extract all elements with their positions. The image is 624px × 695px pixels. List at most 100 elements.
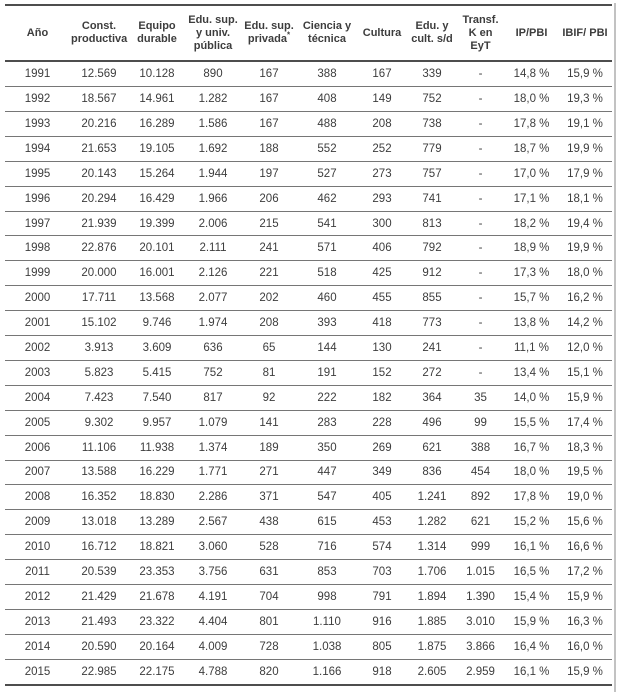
table-cell: 10.128 bbox=[128, 61, 186, 88]
table-cell: 2.006 bbox=[186, 211, 240, 237]
table-cell: 364 bbox=[408, 385, 456, 411]
table-cell: 574 bbox=[356, 534, 408, 561]
table-cell: 2.126 bbox=[186, 260, 240, 287]
table-cell: 388 bbox=[298, 61, 356, 88]
year-cell: 1991 bbox=[5, 61, 70, 88]
table-row: 1993 20.216 16.289 1.586 167 488 208 738-17,8 %… bbox=[5, 111, 612, 137]
table-header-row: Año Const. productiva Equipo durable Edu. s… bbox=[5, 3, 612, 63]
table-row: 1992 18.567 14.961 1.282 167 408 149 752-18,0 %… bbox=[5, 86, 612, 113]
table-cell: 16,1 % bbox=[505, 534, 558, 561]
table-cell: 2.959 bbox=[456, 659, 505, 686]
table-row: 2015 22.985 22.175 4.788 820 1.166 918 2.605 2.9… bbox=[5, 659, 612, 686]
table-cell: 757 bbox=[408, 161, 456, 187]
table-cell: 18,0 % bbox=[558, 260, 612, 287]
table-cell: 801 bbox=[240, 609, 298, 635]
table-row: 1995 20.143 15.264 1.944 197 527 273 757-17,0 %… bbox=[5, 161, 612, 187]
table-cell: - bbox=[456, 186, 505, 212]
table-cell: 149 bbox=[356, 86, 408, 113]
table-row: 2006 11.106 11.938 1.374 189 350 269 621 388 16,7… bbox=[5, 435, 612, 461]
table-cell: 16,3 % bbox=[558, 609, 612, 635]
column-header-ciencia-y-tecnica: Ciencia y técnica bbox=[298, 3, 356, 63]
table-cell: 21.939 bbox=[70, 211, 128, 237]
table-cell: 300 bbox=[356, 211, 408, 237]
table-cell: 15,2 % bbox=[505, 509, 558, 536]
table-cell: 221 bbox=[240, 260, 298, 287]
table-cell: 20.294 bbox=[70, 186, 128, 212]
table-cell: 14,8 % bbox=[505, 61, 558, 88]
table-cell: 16.429 bbox=[128, 186, 186, 212]
table-cell: 15,6 % bbox=[558, 509, 612, 536]
column-header-const-productiva: Const. productiva bbox=[70, 3, 128, 63]
table-cell: 1.079 bbox=[186, 410, 240, 436]
footnote-marker: * bbox=[287, 30, 291, 40]
table-cell: 5.823 bbox=[70, 360, 128, 386]
table-cell: 541 bbox=[298, 211, 356, 237]
table-cell: 14,2 % bbox=[558, 310, 612, 337]
table-cell: 17,4 % bbox=[558, 410, 612, 436]
table-cell: 17,8 % bbox=[505, 484, 558, 511]
table-cell: 20.164 bbox=[128, 634, 186, 660]
table-row: 2003 5.823 5.415 752 81 191 152 272-13,4 % 15,1 … bbox=[5, 360, 612, 386]
table-cell: 206 bbox=[240, 186, 298, 212]
table-cell: 208 bbox=[356, 111, 408, 137]
year-cell: 1996 bbox=[5, 186, 70, 212]
year-cell: 2006 bbox=[5, 435, 70, 461]
table-cell: 703 bbox=[356, 559, 408, 585]
table-cell: 496 bbox=[408, 410, 456, 436]
table-cell: 167 bbox=[356, 61, 408, 88]
table-cell: 16,0 % bbox=[558, 634, 612, 660]
table-cell: 241 bbox=[408, 335, 456, 361]
table-cell: 167 bbox=[240, 111, 298, 137]
table-cell: 92 bbox=[240, 385, 298, 411]
table-cell: 1.374 bbox=[186, 435, 240, 461]
investment-table: Año Const. productiva Equipo durable Edu. s… bbox=[5, 3, 612, 686]
year-cell: 1998 bbox=[5, 235, 70, 262]
table-cell: 16.229 bbox=[128, 460, 186, 486]
table-cell: 99 bbox=[456, 410, 505, 436]
table-cell: 17,8 % bbox=[505, 111, 558, 137]
table-cell: 2.605 bbox=[408, 659, 456, 686]
table-cell: 16.352 bbox=[70, 484, 128, 511]
table-cell: 15,7 % bbox=[505, 285, 558, 312]
table-row: 2012 21.429 21.678 4.191 704 998 791 1.894 1.390… bbox=[5, 584, 612, 610]
table-cell: 3.866 bbox=[456, 634, 505, 660]
table-cell: 269 bbox=[356, 435, 408, 461]
table-cell: 716 bbox=[298, 534, 356, 561]
table-cell: 2.567 bbox=[186, 509, 240, 536]
table-cell: 17.711 bbox=[70, 285, 128, 312]
year-cell: 2013 bbox=[5, 609, 70, 635]
table-cell: 19.399 bbox=[128, 211, 186, 237]
table-cell: 16,4 % bbox=[505, 634, 558, 660]
table-cell: 918 bbox=[356, 659, 408, 686]
table-cell: 820 bbox=[240, 659, 298, 686]
table-cell: 19,1 % bbox=[558, 111, 612, 137]
table-cell: 1.166 bbox=[298, 659, 356, 686]
table-cell: 19,9 % bbox=[558, 235, 612, 262]
year-cell: 1999 bbox=[5, 260, 70, 287]
table-cell: 22.985 bbox=[70, 659, 128, 686]
table-cell: 20.000 bbox=[70, 260, 128, 287]
table-cell: 4.009 bbox=[186, 634, 240, 660]
table-cell: 22.175 bbox=[128, 659, 186, 686]
table-cell: - bbox=[456, 161, 505, 187]
table-cell: 9.302 bbox=[70, 410, 128, 436]
table-row: 2014 20.590 20.164 4.009 728 1.038 805 1.875 3.8… bbox=[5, 634, 612, 660]
table-cell: 16,7 % bbox=[505, 435, 558, 461]
table-cell: 222 bbox=[298, 385, 356, 411]
year-cell: 2001 bbox=[5, 310, 70, 337]
table-cell: 1.241 bbox=[408, 484, 456, 511]
year-cell: 2014 bbox=[5, 634, 70, 660]
table-cell: 350 bbox=[298, 435, 356, 461]
table-cell: 4.788 bbox=[186, 659, 240, 686]
table-cell: 1.282 bbox=[408, 509, 456, 536]
table-cell: 15.264 bbox=[128, 161, 186, 187]
table-cell: - bbox=[456, 285, 505, 312]
table-cell: - bbox=[456, 235, 505, 262]
table-cell: 252 bbox=[356, 136, 408, 162]
table-cell: 18,3 % bbox=[558, 435, 612, 461]
table-cell: 141 bbox=[240, 410, 298, 436]
table-cell: 19,0 % bbox=[558, 484, 612, 511]
table-cell: 197 bbox=[240, 161, 298, 187]
table-row: 2007 13.588 16.229 1.771 271 447 349 836 454 18,0… bbox=[5, 460, 612, 486]
